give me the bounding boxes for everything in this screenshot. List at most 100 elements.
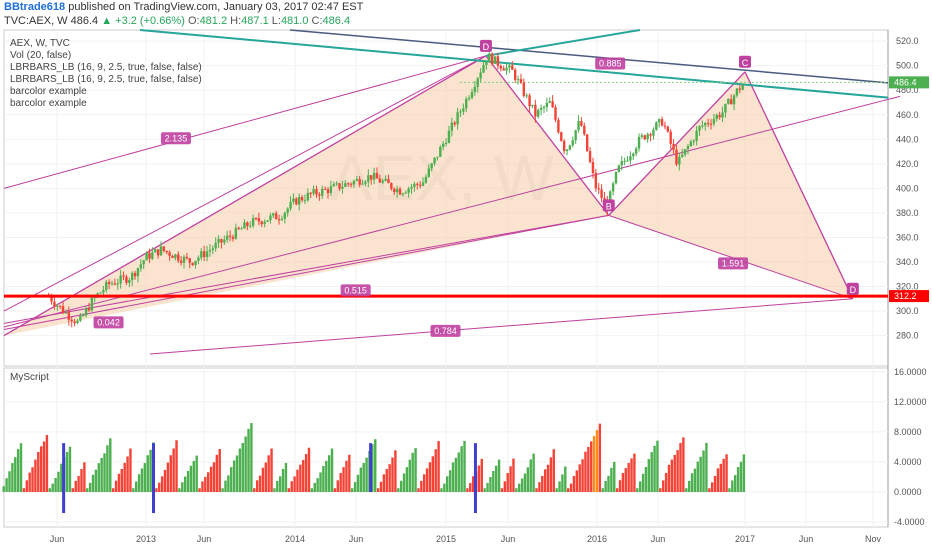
- pattern-leg-xc[interactable]: [3, 95, 901, 328]
- candle: [594, 173, 598, 189]
- candle: [64, 312, 68, 314]
- y-tick-label: 320.0: [896, 282, 919, 292]
- candle: [522, 82, 526, 96]
- candle: [614, 171, 618, 184]
- indicator-bar: [575, 470, 579, 492]
- pattern-leg-aux[interactable]: [3, 55, 487, 189]
- legend-item[interactable]: AEX, W, TVC: [10, 38, 70, 49]
- indicator-bar: [198, 488, 201, 492]
- candle: [585, 134, 589, 152]
- indicator-bar: [397, 488, 400, 492]
- indicator-bar: [515, 488, 518, 492]
- y-tick-label: 520.0: [896, 36, 919, 46]
- indicator-bar: [374, 439, 377, 492]
- indicator-bar: [610, 467, 613, 492]
- candle: [597, 188, 600, 190]
- trend-line[interactable]: [139, 29, 889, 99]
- pattern-point-marker[interactable]: [602, 199, 615, 212]
- legend-item[interactable]: barcolor example: [10, 98, 87, 109]
- pattern-leg-ab[interactable]: [485, 55, 610, 216]
- y-tick-label: 480.0: [896, 85, 919, 95]
- pattern-leg-xd[interactable]: [149, 298, 853, 355]
- indicator-bar: [719, 463, 723, 492]
- ratio-badge[interactable]: [93, 316, 124, 329]
- author-link[interactable]: BBtrade618: [4, 1, 66, 13]
- candle: [591, 162, 595, 174]
- indicator-bar: [477, 465, 481, 492]
- trend-line[interactable]: [485, 29, 641, 57]
- ratio-badge[interactable]: [430, 324, 461, 337]
- indicator-bar: [42, 441, 46, 492]
- pattern-point-marker[interactable]: [739, 55, 751, 68]
- candle: [669, 131, 672, 144]
- candle: [398, 188, 402, 195]
- indicator-bar: [636, 488, 639, 492]
- x-tick-label: Jun: [349, 534, 364, 544]
- candle: [243, 222, 246, 229]
- candle: [537, 109, 540, 117]
- candle: [577, 121, 580, 131]
- legend-item[interactable]: LBRBARS_LB (16, 9, 2.5, true, false, fal…: [10, 74, 202, 85]
- pattern-leg-xb[interactable]: [3, 214, 609, 324]
- candle: [565, 149, 569, 152]
- pattern-leg-xa[interactable]: [3, 55, 487, 337]
- candle: [378, 178, 382, 183]
- legend-item[interactable]: LBRBARS_LB (16, 9, 2.5, true, false, fal…: [10, 62, 202, 73]
- candle: [174, 254, 177, 258]
- candle: [326, 189, 330, 194]
- pattern-leg-bc[interactable]: [608, 71, 746, 216]
- price-scale[interactable]: [888, 30, 932, 527]
- candle: [177, 254, 180, 261]
- publish-line: BBtrade618 published on TradingView.com,…: [4, 1, 363, 14]
- candle: [675, 149, 678, 165]
- candle: [456, 112, 459, 125]
- indicator-bar: [679, 442, 682, 492]
- pattern-leg-xb[interactable]: [3, 214, 609, 330]
- ratio-badge[interactable]: [718, 257, 749, 270]
- candle: [393, 188, 396, 193]
- pattern-leg-aux[interactable]: [3, 55, 487, 312]
- pattern-leg-cd[interactable]: [744, 71, 854, 300]
- indicator-bar: [163, 469, 167, 492]
- candle: [318, 194, 321, 196]
- indicator-bar: [270, 448, 273, 492]
- candle: [335, 183, 338, 185]
- ratio-label: 2.135: [165, 133, 188, 143]
- indicator-legend: AEX, W, TVC Vol (20, false) LBRBARS_LB (…: [10, 38, 202, 110]
- indicator-bar: [304, 454, 308, 492]
- candle: [430, 163, 433, 169]
- indicator-bar: [604, 480, 607, 492]
- candle: [142, 260, 145, 265]
- ratio-badge[interactable]: [160, 132, 191, 145]
- indicator-bar: [192, 460, 196, 492]
- candle: [496, 56, 500, 66]
- candle: [433, 157, 436, 164]
- candle: [634, 148, 638, 154]
- indicator-bar: [529, 459, 532, 492]
- indicator-bar: [422, 474, 426, 492]
- pattern-leg-bd[interactable]: [608, 214, 853, 300]
- indicator-bar: [520, 478, 524, 492]
- candle: [70, 319, 73, 322]
- candle: [626, 160, 629, 162]
- indicator-bar: [215, 454, 219, 492]
- indicator-bar: [742, 454, 746, 492]
- candle: [200, 251, 203, 258]
- ratio-badge[interactable]: [595, 57, 626, 70]
- pattern-point-marker[interactable]: [846, 282, 859, 295]
- candle: [332, 184, 335, 187]
- trend-line[interactable]: [289, 29, 889, 84]
- candle: [231, 236, 235, 239]
- indicator-bar: [39, 446, 43, 492]
- indicator-bar: [273, 488, 276, 492]
- legend-item[interactable]: Vol (20, false): [10, 50, 72, 61]
- legend-item[interactable]: barcolor example: [10, 86, 87, 97]
- indicator-bar: [710, 482, 714, 492]
- high-label: H:: [230, 15, 242, 27]
- indicator-bar: [486, 482, 489, 492]
- pattern-point-marker[interactable]: [479, 39, 492, 52]
- candle: [50, 296, 53, 302]
- ratio-badge[interactable]: [340, 284, 371, 297]
- candle: [53, 301, 56, 307]
